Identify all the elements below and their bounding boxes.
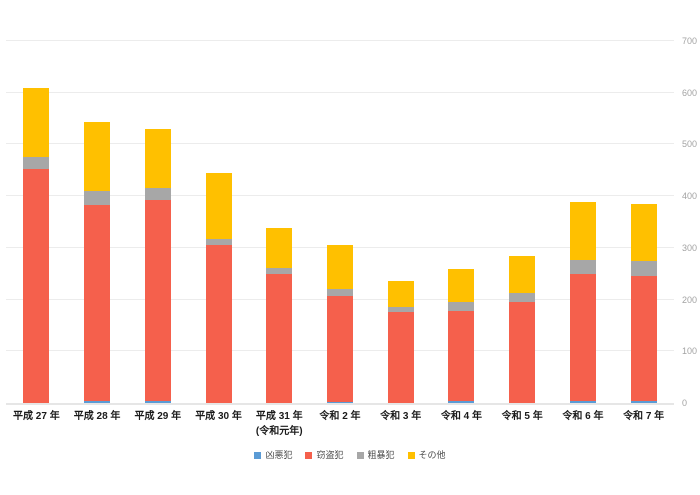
bar-segment-窃盗犯 xyxy=(205,245,232,403)
legend-item: 粗暴犯 xyxy=(356,450,395,461)
bar-segment-凶悪犯 xyxy=(327,401,353,403)
gridline xyxy=(6,403,674,405)
bar-segment-粗暴犯 xyxy=(144,188,171,200)
bar-segment-凶悪犯 xyxy=(569,401,596,403)
y-axis-tick-label: 700 xyxy=(682,36,698,46)
legend-label: 粗暴犯 xyxy=(367,450,395,460)
bar xyxy=(84,41,111,403)
bar-segment-窃盗犯 xyxy=(84,205,111,402)
bar-segment-粗暴犯 xyxy=(387,307,414,312)
x-axis-category-label: 令和 2 年 xyxy=(319,411,361,422)
bar-segment-窃盗犯 xyxy=(144,199,171,402)
x-axis-category-label: 令和 6 年 xyxy=(562,411,604,422)
bar-segment-その他 xyxy=(144,129,171,189)
bar-segment-窃盗犯 xyxy=(448,310,475,402)
bar-segment-粗暴犯 xyxy=(23,156,50,169)
x-axis-category-label: 令和 3 年 xyxy=(380,411,422,422)
gridline xyxy=(6,40,674,41)
bar-segment-その他 xyxy=(84,121,111,191)
legend: 凶悪犯 窃盗犯 粗暴犯 その他 xyxy=(0,450,700,461)
x-axis-category-label: 平成 27 年 xyxy=(13,411,60,422)
bar-segment-凶悪犯 xyxy=(84,401,111,403)
plot-area xyxy=(6,40,674,405)
legend-swatch xyxy=(407,452,415,459)
bar xyxy=(509,41,536,403)
bar-segment-窃盗犯 xyxy=(23,168,50,403)
bar xyxy=(144,41,171,403)
bar-segment-その他 xyxy=(630,203,657,261)
bar-segment-窃盗犯 xyxy=(266,274,293,403)
bar-segment-粗暴犯 xyxy=(84,190,111,206)
y-axis-tick-label: 100 xyxy=(682,346,698,357)
y-axis-tick-label: 600 xyxy=(682,87,698,98)
gridline xyxy=(6,143,674,145)
bar xyxy=(23,41,50,403)
bar-segment-その他 xyxy=(448,269,475,303)
bar-segment-粗暴犯 xyxy=(509,292,536,302)
bar-segment-その他 xyxy=(23,87,50,157)
legend-item: 窃盗犯 xyxy=(305,450,344,461)
y-axis-tick-label: 400 xyxy=(682,191,698,202)
bar-segment-窃盗犯 xyxy=(509,301,536,403)
legend-swatch xyxy=(254,452,262,459)
bar xyxy=(387,41,414,403)
bar xyxy=(569,41,596,403)
bar-segment-粗暴犯 xyxy=(569,260,596,275)
x-axis-labels: 平成 27 年 平成 28 年 平成 29 年 平成 30 年 平成 31 年 (令和元年… xyxy=(6,409,674,449)
bar-segment-粗暴犯 xyxy=(327,289,353,297)
bar xyxy=(630,41,657,403)
legend-swatch xyxy=(356,452,364,459)
bar-segment-窃盗犯 xyxy=(630,275,657,402)
legend-label: 凶悪犯 xyxy=(265,450,293,460)
x-axis-category-label: 令和 7 年 xyxy=(623,411,665,422)
bar-segment-粗暴犯 xyxy=(266,268,293,275)
bar-segment-粗暴犯 xyxy=(205,239,232,246)
legend-label: 窃盗犯 xyxy=(316,450,344,460)
x-axis-category-label: 令和 4 年 xyxy=(440,411,482,422)
bar xyxy=(448,41,475,403)
bar-segment-粗暴犯 xyxy=(630,260,657,276)
x-axis-category-label: 平成 28 年 xyxy=(73,411,121,422)
bar-segment-窃盗犯 xyxy=(569,274,596,402)
bar-segment-その他 xyxy=(266,227,293,269)
x-axis-category-label: 平成 31 年 (令和元年) xyxy=(255,411,303,437)
legend-item: その他 xyxy=(407,450,446,461)
bar xyxy=(205,41,232,403)
bar-segment-窃盗犯 xyxy=(327,296,353,402)
y-axis-tick-label: 200 xyxy=(682,294,698,305)
bar-segment-その他 xyxy=(509,255,536,293)
y-axis-tick-label: 500 xyxy=(682,139,698,150)
gridline xyxy=(6,91,674,93)
x-axis-category-label: 平成 30 年 xyxy=(195,411,242,422)
bar-segment-その他 xyxy=(569,202,596,261)
legend-label: その他 xyxy=(418,450,446,460)
y-axis-tick-label: 300 xyxy=(682,242,698,253)
bar-segment-凶悪犯 xyxy=(630,401,657,403)
bar-segment-凶悪犯 xyxy=(448,401,475,403)
y-axis-tick-label: 0 xyxy=(682,398,688,408)
bar-segment-その他 xyxy=(205,172,232,240)
bar-segment-凶悪犯 xyxy=(144,401,171,403)
x-axis-category-label: 平成 29 年 xyxy=(134,411,182,422)
bar xyxy=(327,41,353,403)
gridline xyxy=(6,195,674,197)
bar-segment-その他 xyxy=(327,245,353,290)
bar-segment-粗暴犯 xyxy=(448,302,475,311)
legend-swatch xyxy=(305,452,313,459)
legend-item: 凶悪犯 xyxy=(254,450,292,461)
x-axis-category-label: 令和 5 年 xyxy=(501,411,543,422)
bar xyxy=(266,41,293,403)
bar-segment-窃盗犯 xyxy=(387,311,414,403)
bar-segment-その他 xyxy=(387,280,414,308)
